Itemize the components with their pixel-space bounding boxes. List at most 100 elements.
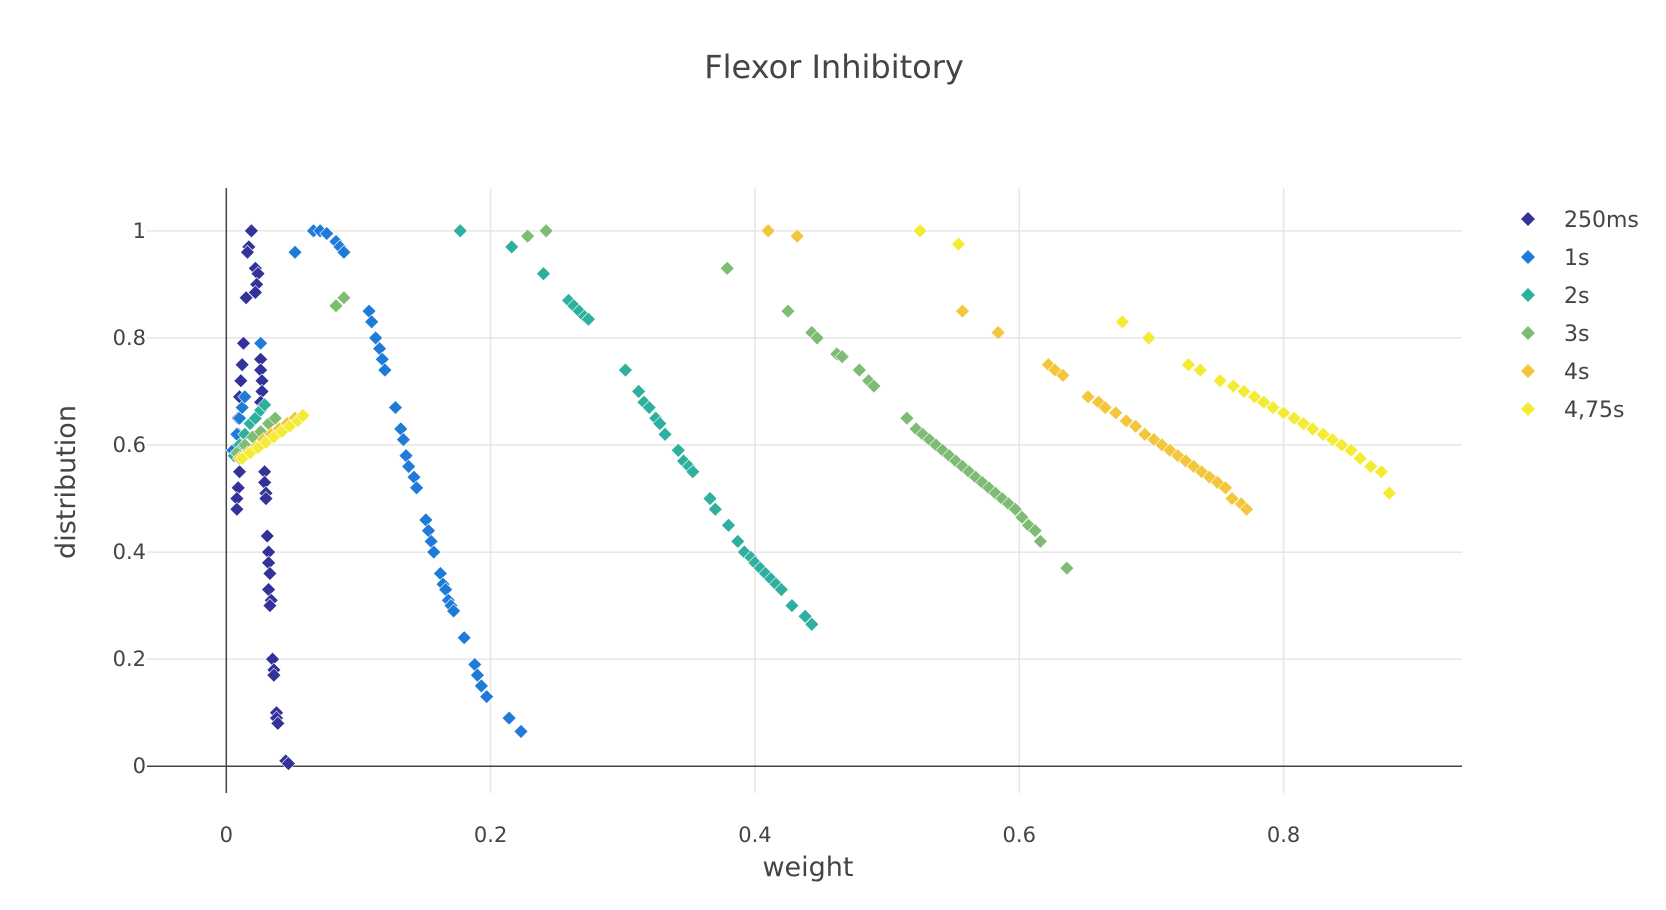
data-point [1040,357,1056,373]
data-point [1315,426,1331,442]
data-point [721,517,736,533]
data-point [393,421,409,437]
axes [147,188,1462,793]
data-point [1128,418,1143,434]
legend-label: 4s [1564,360,1589,385]
data-point [336,244,352,260]
data-point [1295,416,1311,431]
data-point [262,598,278,614]
data-point [1236,384,1252,399]
data-point [1256,394,1272,410]
data-point [641,400,657,415]
x-tick-label: 0.8 [1267,823,1300,847]
data-point [388,400,403,415]
data-point [1146,432,1162,448]
data-point [232,410,247,426]
data-point [1137,426,1153,442]
data-point [1192,362,1208,378]
data-point [1305,421,1321,437]
data-point [1001,496,1017,512]
data-point [266,667,282,683]
data-point [1141,330,1157,346]
legend-marker [1521,288,1535,302]
legend-item[interactable]: 250ms [1521,208,1639,233]
legend-item[interactable]: 4,75s [1521,398,1624,423]
data-point [473,678,489,694]
data-point [730,533,746,549]
data-point [361,303,377,319]
data-point [670,442,686,458]
data-point [1373,464,1389,480]
grid [147,188,1462,793]
data-point [243,223,259,239]
data-point [760,223,776,239]
data-point [834,349,850,365]
data-point [1212,373,1228,389]
data-point [1032,533,1048,549]
data-point [1363,458,1379,474]
data-point [580,311,596,327]
legend-item[interactable]: 4s [1521,360,1589,385]
data-point [631,384,647,399]
data-point [364,314,380,330]
data-point [270,715,286,731]
legend-item[interactable]: 1s [1521,246,1589,271]
data-point [899,410,915,426]
data-point [452,223,468,239]
data-point [685,464,701,480]
data-point [234,357,250,373]
legend-item[interactable]: 3s [1521,322,1589,347]
legend-item[interactable]: 2s [1521,284,1589,309]
data-point [426,544,442,560]
data-point [990,325,1006,340]
data-point [421,523,436,539]
data-point [719,260,735,276]
data-point [784,598,800,614]
data-point [536,266,551,282]
data-point [520,228,536,244]
data-point [652,416,668,431]
y-tick-label: 0 [133,754,146,778]
data-point [789,228,805,244]
data-point [1276,405,1292,421]
data-point [262,566,278,581]
data-point [1059,560,1075,576]
data-point [912,223,928,239]
data-point [702,491,718,506]
data-point [1108,405,1124,421]
data-point [280,756,296,771]
data-point [955,303,970,319]
data-point [1343,442,1359,458]
data-point [501,710,517,726]
data-point [418,512,434,528]
plot-area [225,223,1397,771]
data-point [1239,501,1255,517]
legend-label: 2s [1564,284,1589,309]
series-3s [229,223,1075,576]
x-tick-label: 0.2 [474,823,507,847]
data-point [809,330,825,346]
data-point [238,290,254,306]
data-point [1091,394,1106,410]
legend-marker [1521,250,1535,264]
data-point [469,667,485,683]
data-point [295,408,311,423]
data-point [234,400,250,415]
legend-marker [1521,212,1535,226]
data-point [401,458,417,474]
series-4,75s [234,223,1397,501]
data-point [1014,509,1030,525]
data-point [1224,491,1240,506]
y-tick-label: 0.4 [113,540,146,564]
data-point [479,689,495,705]
legend-marker [1521,402,1535,416]
data-point [797,608,813,624]
data-point [1325,432,1340,448]
data-point [409,480,425,496]
series-2s [226,223,820,632]
data-point [336,290,352,306]
tick-labels: 0 0.2 0.4 0.6 0.8 0 0.2 0.4 0.6 0.8 1 [113,219,1301,847]
data-point [1114,314,1130,330]
data-point [1097,400,1113,415]
legend-label: 4,75s [1564,398,1624,423]
